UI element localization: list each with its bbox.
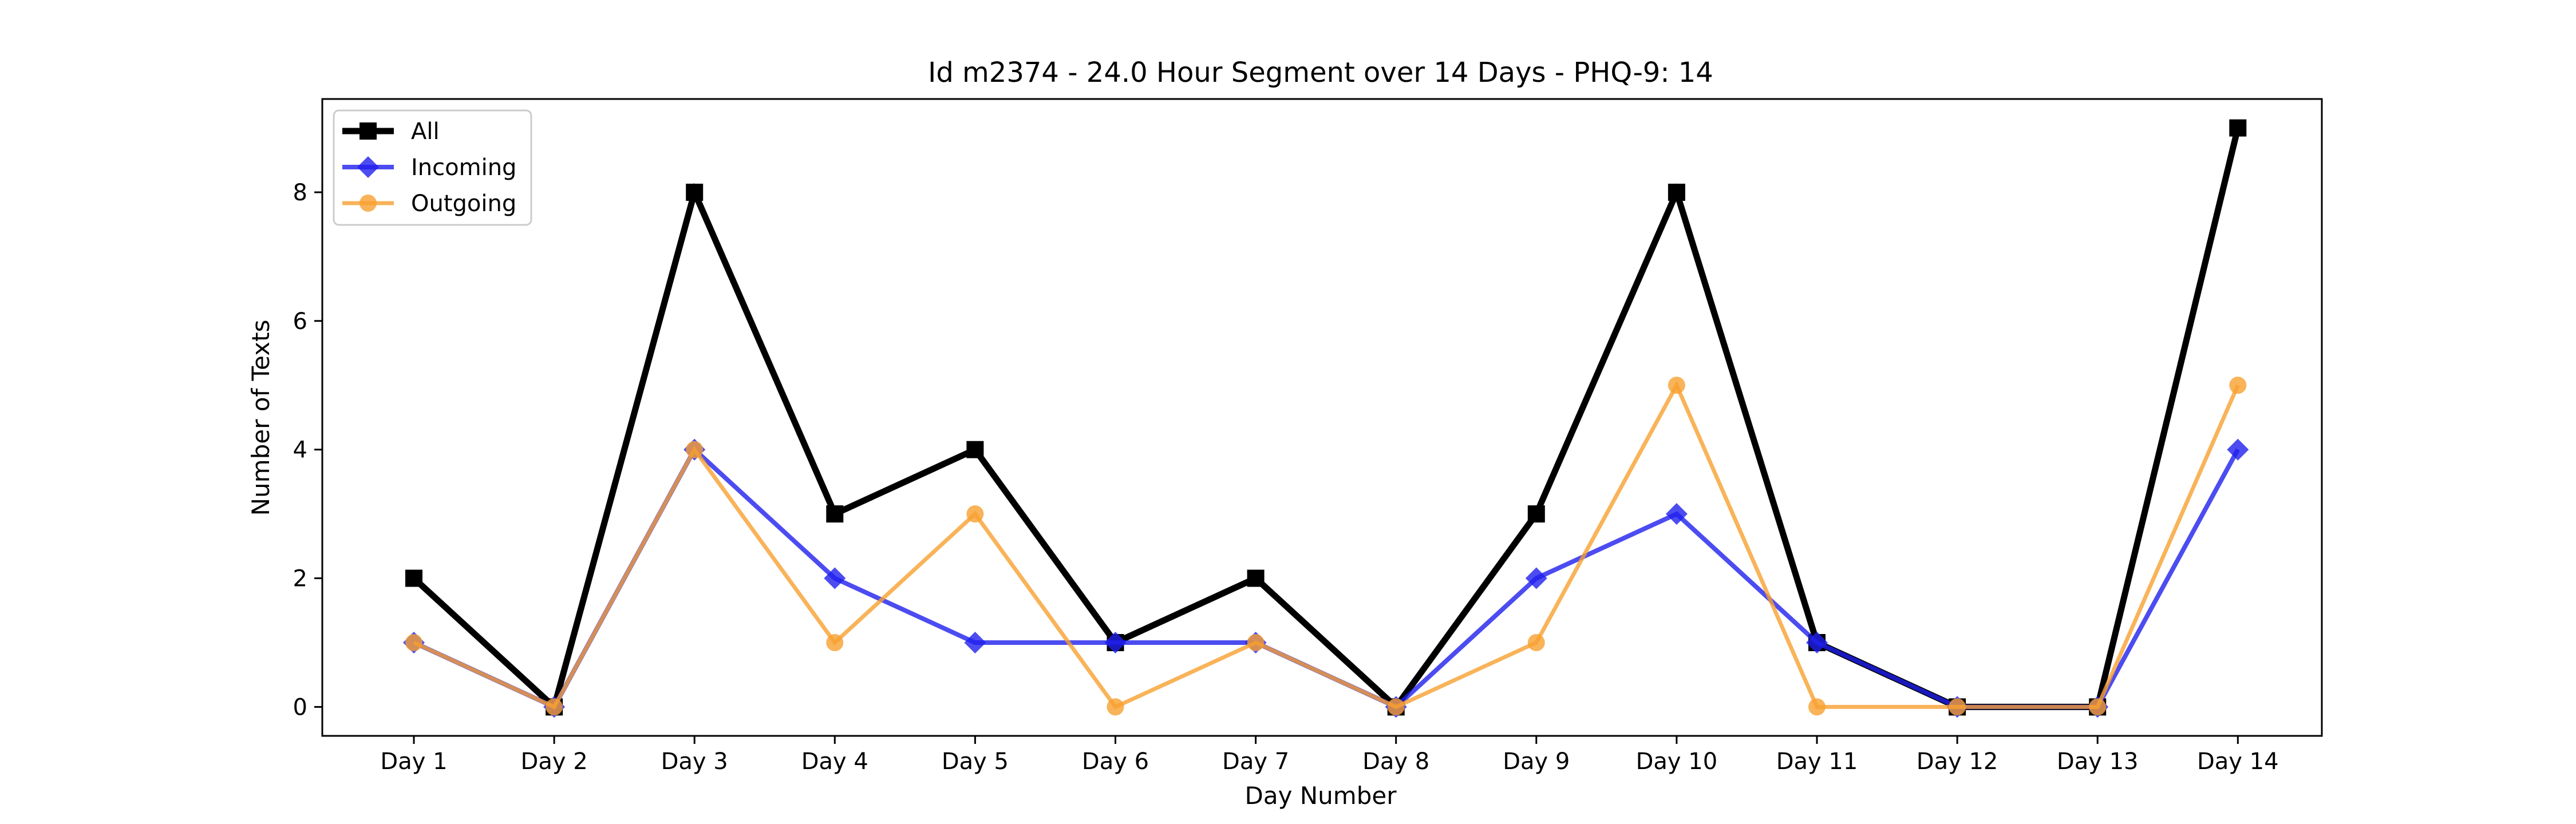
data-point-all [1668,184,1685,201]
data-point-incoming [1665,503,1688,525]
data-point-outgoing [546,698,563,716]
legend-marker-incoming [357,156,379,178]
data-point-outgoing [1808,698,1826,716]
data-point-all [826,505,844,523]
data-point-incoming [2227,438,2249,461]
x-tick-label: Day 11 [1776,748,1858,775]
legend-label-all: All [411,118,440,145]
y-tick-label: 6 [293,308,307,335]
x-tick-label: Day 5 [942,748,1009,775]
data-point-outgoing [826,633,844,651]
y-axis-label: Number of Texts [247,320,275,516]
data-point-outgoing [1668,377,1685,394]
data-point-outgoing [966,505,984,523]
plot-area: Day 1 Day 2 Day 3 Day 4 Day 5 Day 6 Day 7 Day 8… [293,119,2279,775]
data-point-outgoing [1247,633,1265,651]
plot-frame [321,98,2323,737]
x-tick-label: Day 1 [380,748,447,775]
x-tick-label: Day 7 [1222,748,1289,775]
x-tick-label: Day 9 [1503,748,1570,775]
data-point-all [966,441,984,458]
data-point-outgoing [2089,698,2107,716]
data-point-outgoing [405,633,422,651]
chart-title: Id m2374 - 24.0 Hour Segment over 14 Day… [928,57,1713,89]
data-point-outgoing [686,441,704,458]
x-tick-label: Day 6 [1082,748,1149,775]
legend-item-all: All [342,118,440,145]
series-line-outgoing [413,381,2240,710]
legend-item-incoming: Incoming [342,154,516,181]
x-tick-label: Day 3 [661,748,728,775]
x-tick-label: Day 4 [801,748,868,775]
y-tick-label: 0 [293,694,307,720]
data-point-incoming [1104,631,1127,653]
y-tick-label: 8 [293,180,307,206]
x-tick-label: Day 14 [2197,748,2279,775]
legend-marker-all [359,122,377,140]
data-point-outgoing [1387,698,1405,716]
legend-item-outgoing: Outgoing [342,191,516,217]
x-tick-label: Day 2 [521,748,588,775]
data-point-outgoing [1949,698,1966,716]
y-tick-label: 4 [293,437,307,464]
data-point-all [1527,505,1545,523]
data-point-outgoing [2229,377,2247,394]
legend: All Incoming Outgoing [333,109,532,226]
x-axis-label: Day Number [1244,782,1397,810]
data-point-incoming [1525,567,1547,589]
legend-marker-outgoing [359,195,377,212]
data-point-all [2229,119,2247,137]
legend-label-incoming: Incoming [411,154,516,181]
data-point-all [1247,569,1265,587]
data-point-outgoing [1527,633,1545,651]
legend-box [333,109,532,226]
x-tick-label: Day 12 [1917,748,1998,775]
data-point-outgoing [1107,698,1124,716]
x-tick-label: Day 13 [2057,748,2139,775]
data-point-incoming [1806,631,1828,653]
x-tick-label: Day 8 [1362,748,1429,775]
x-tick-label: Day 10 [1636,748,1718,775]
data-point-incoming [824,567,846,589]
data-point-all [405,569,422,587]
data-point-all [686,184,704,201]
data-point-incoming [964,631,986,653]
y-tick-label: 2 [293,566,307,592]
series-outgoing [405,377,2247,716]
legend-label-outgoing: Outgoing [411,191,516,217]
